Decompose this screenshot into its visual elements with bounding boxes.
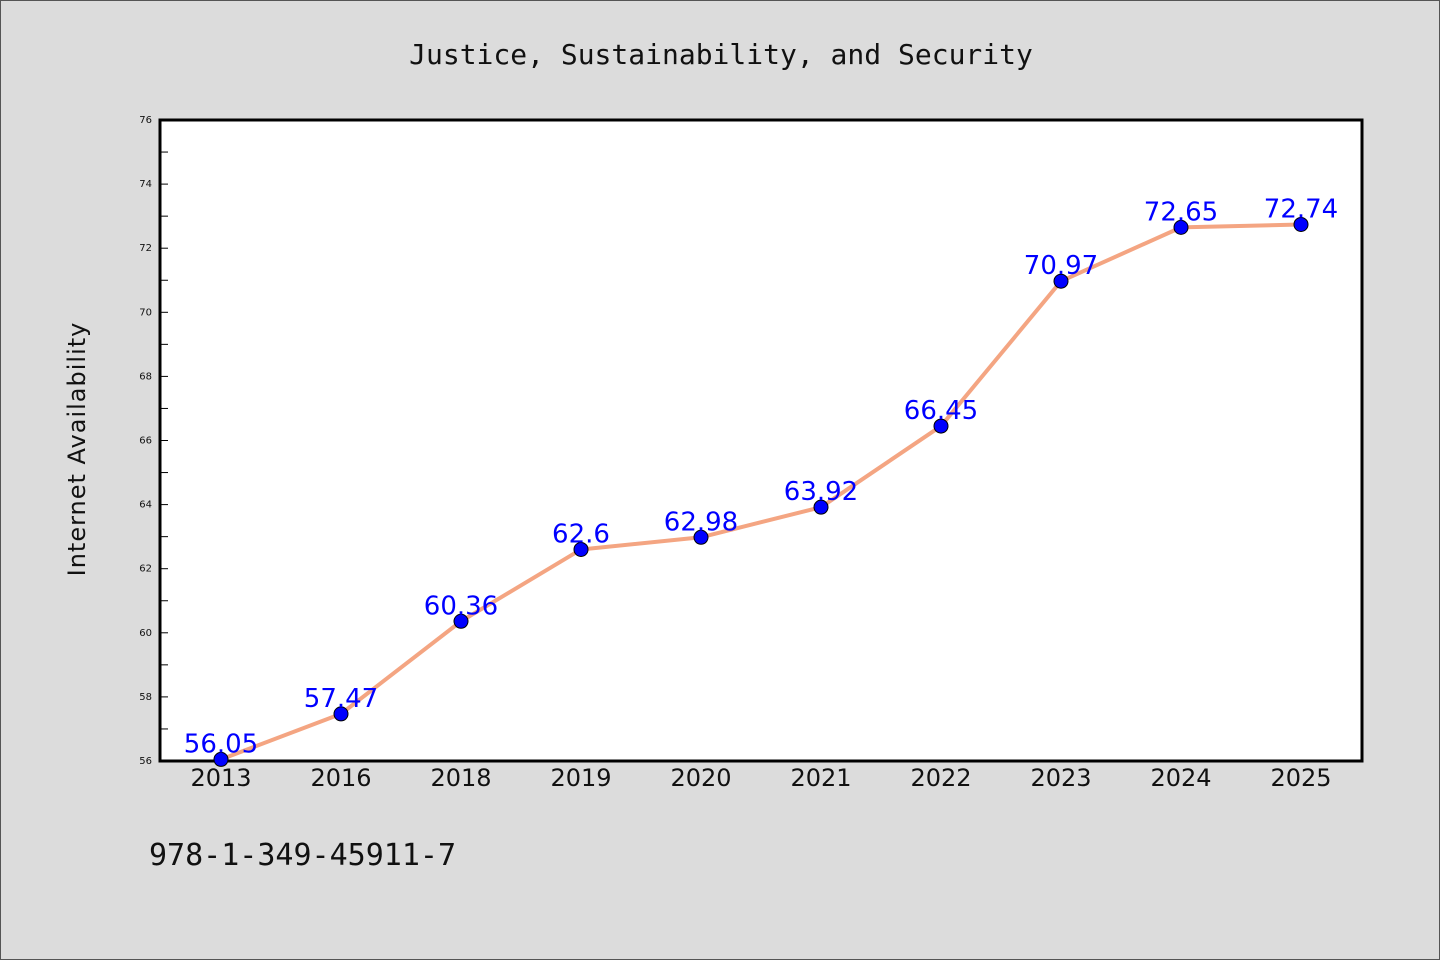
y-tick-label: 72 — [139, 243, 152, 254]
x-tick-label: 2016 — [310, 764, 371, 792]
y-axis-label: Internet Availability — [63, 322, 91, 577]
x-axis: 2013 2016 2018 2019 2020 2021 2022 2023 2024 2025 — [190, 764, 1331, 792]
y-axis: 56 58 60 62 64 66 68 70 72 74 76 — [139, 115, 168, 767]
data-label: 62.6 — [552, 519, 610, 549]
data-point — [453, 613, 469, 629]
x-tick-label: 2013 — [190, 764, 251, 792]
y-tick-label: 68 — [139, 371, 152, 382]
y-tick-label: 74 — [139, 179, 152, 190]
data-point — [1053, 273, 1069, 289]
series-line — [219, 222, 1303, 762]
data-point — [1173, 219, 1189, 235]
data-label: 62.98 — [664, 507, 738, 537]
footer-note: 978-1-349-45911-7 — [149, 838, 456, 873]
data-label: 56.05 — [184, 729, 258, 759]
y-tick-label: 64 — [139, 500, 152, 511]
data-labels: 56.05 57.47 60.36 62.6 62.98 63.92 66.45 70.97 7… — [184, 194, 1338, 759]
series-layer — [213, 216, 1309, 767]
data-label: 57.47 — [304, 684, 378, 714]
x-tick-label: 2021 — [790, 764, 851, 792]
x-tick-label: 2023 — [1030, 764, 1091, 792]
y-tick-label: 62 — [139, 564, 152, 575]
y-tick-label: 70 — [139, 307, 152, 318]
data-label: 66.45 — [904, 396, 978, 426]
data-label: 72.74 — [1264, 194, 1338, 224]
x-tick-label: 2018 — [430, 764, 491, 792]
y-tick-label: 58 — [139, 692, 152, 703]
data-label: 63.92 — [784, 477, 858, 507]
plot-area — [158, 118, 1364, 763]
x-tick-label: 2022 — [910, 764, 971, 792]
data-point — [213, 751, 229, 767]
data-point — [933, 418, 949, 434]
data-label: 72.65 — [1144, 197, 1218, 227]
data-point — [573, 541, 589, 557]
x-tick-label: 2025 — [1270, 764, 1331, 792]
x-tick-label: 2019 — [550, 764, 611, 792]
data-label: 70.97 — [1024, 251, 1098, 281]
y-tick-label: 60 — [139, 628, 152, 639]
data-point — [333, 706, 349, 722]
y-tick-label: 66 — [139, 436, 152, 447]
y-tick-label: 56 — [139, 756, 152, 767]
chart-title: Justice, Sustainability, and Security — [409, 38, 1033, 71]
data-point — [813, 499, 829, 515]
data-label: 60.36 — [424, 591, 498, 621]
y-tick-label: 76 — [139, 115, 152, 126]
data-point — [693, 529, 709, 545]
x-tick-label: 2024 — [1150, 764, 1211, 792]
data-point — [1293, 216, 1309, 232]
x-tick-label: 2020 — [670, 764, 731, 792]
